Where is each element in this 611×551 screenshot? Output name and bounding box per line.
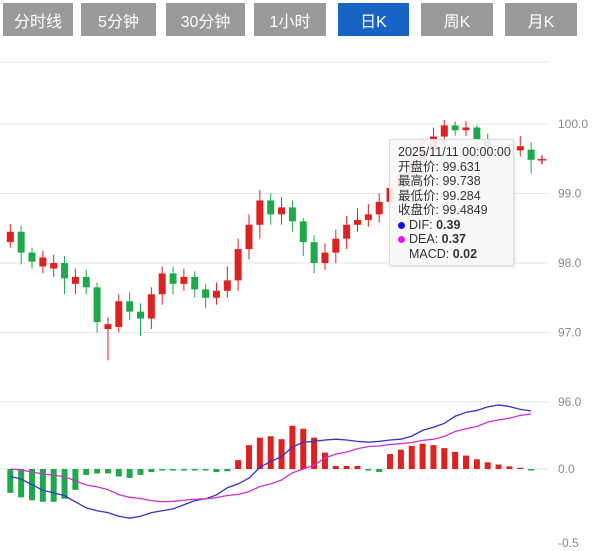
svg-text:0.0: 0.0 — [558, 462, 575, 476]
svg-text:100.0: 100.0 — [558, 117, 588, 131]
svg-text:98.0: 98.0 — [558, 256, 582, 270]
svg-text:96.0: 96.0 — [558, 395, 582, 409]
svg-text:99.0: 99.0 — [558, 187, 582, 201]
svg-text:-0.5: -0.5 — [558, 536, 579, 550]
svg-text:97.0: 97.0 — [558, 326, 582, 340]
